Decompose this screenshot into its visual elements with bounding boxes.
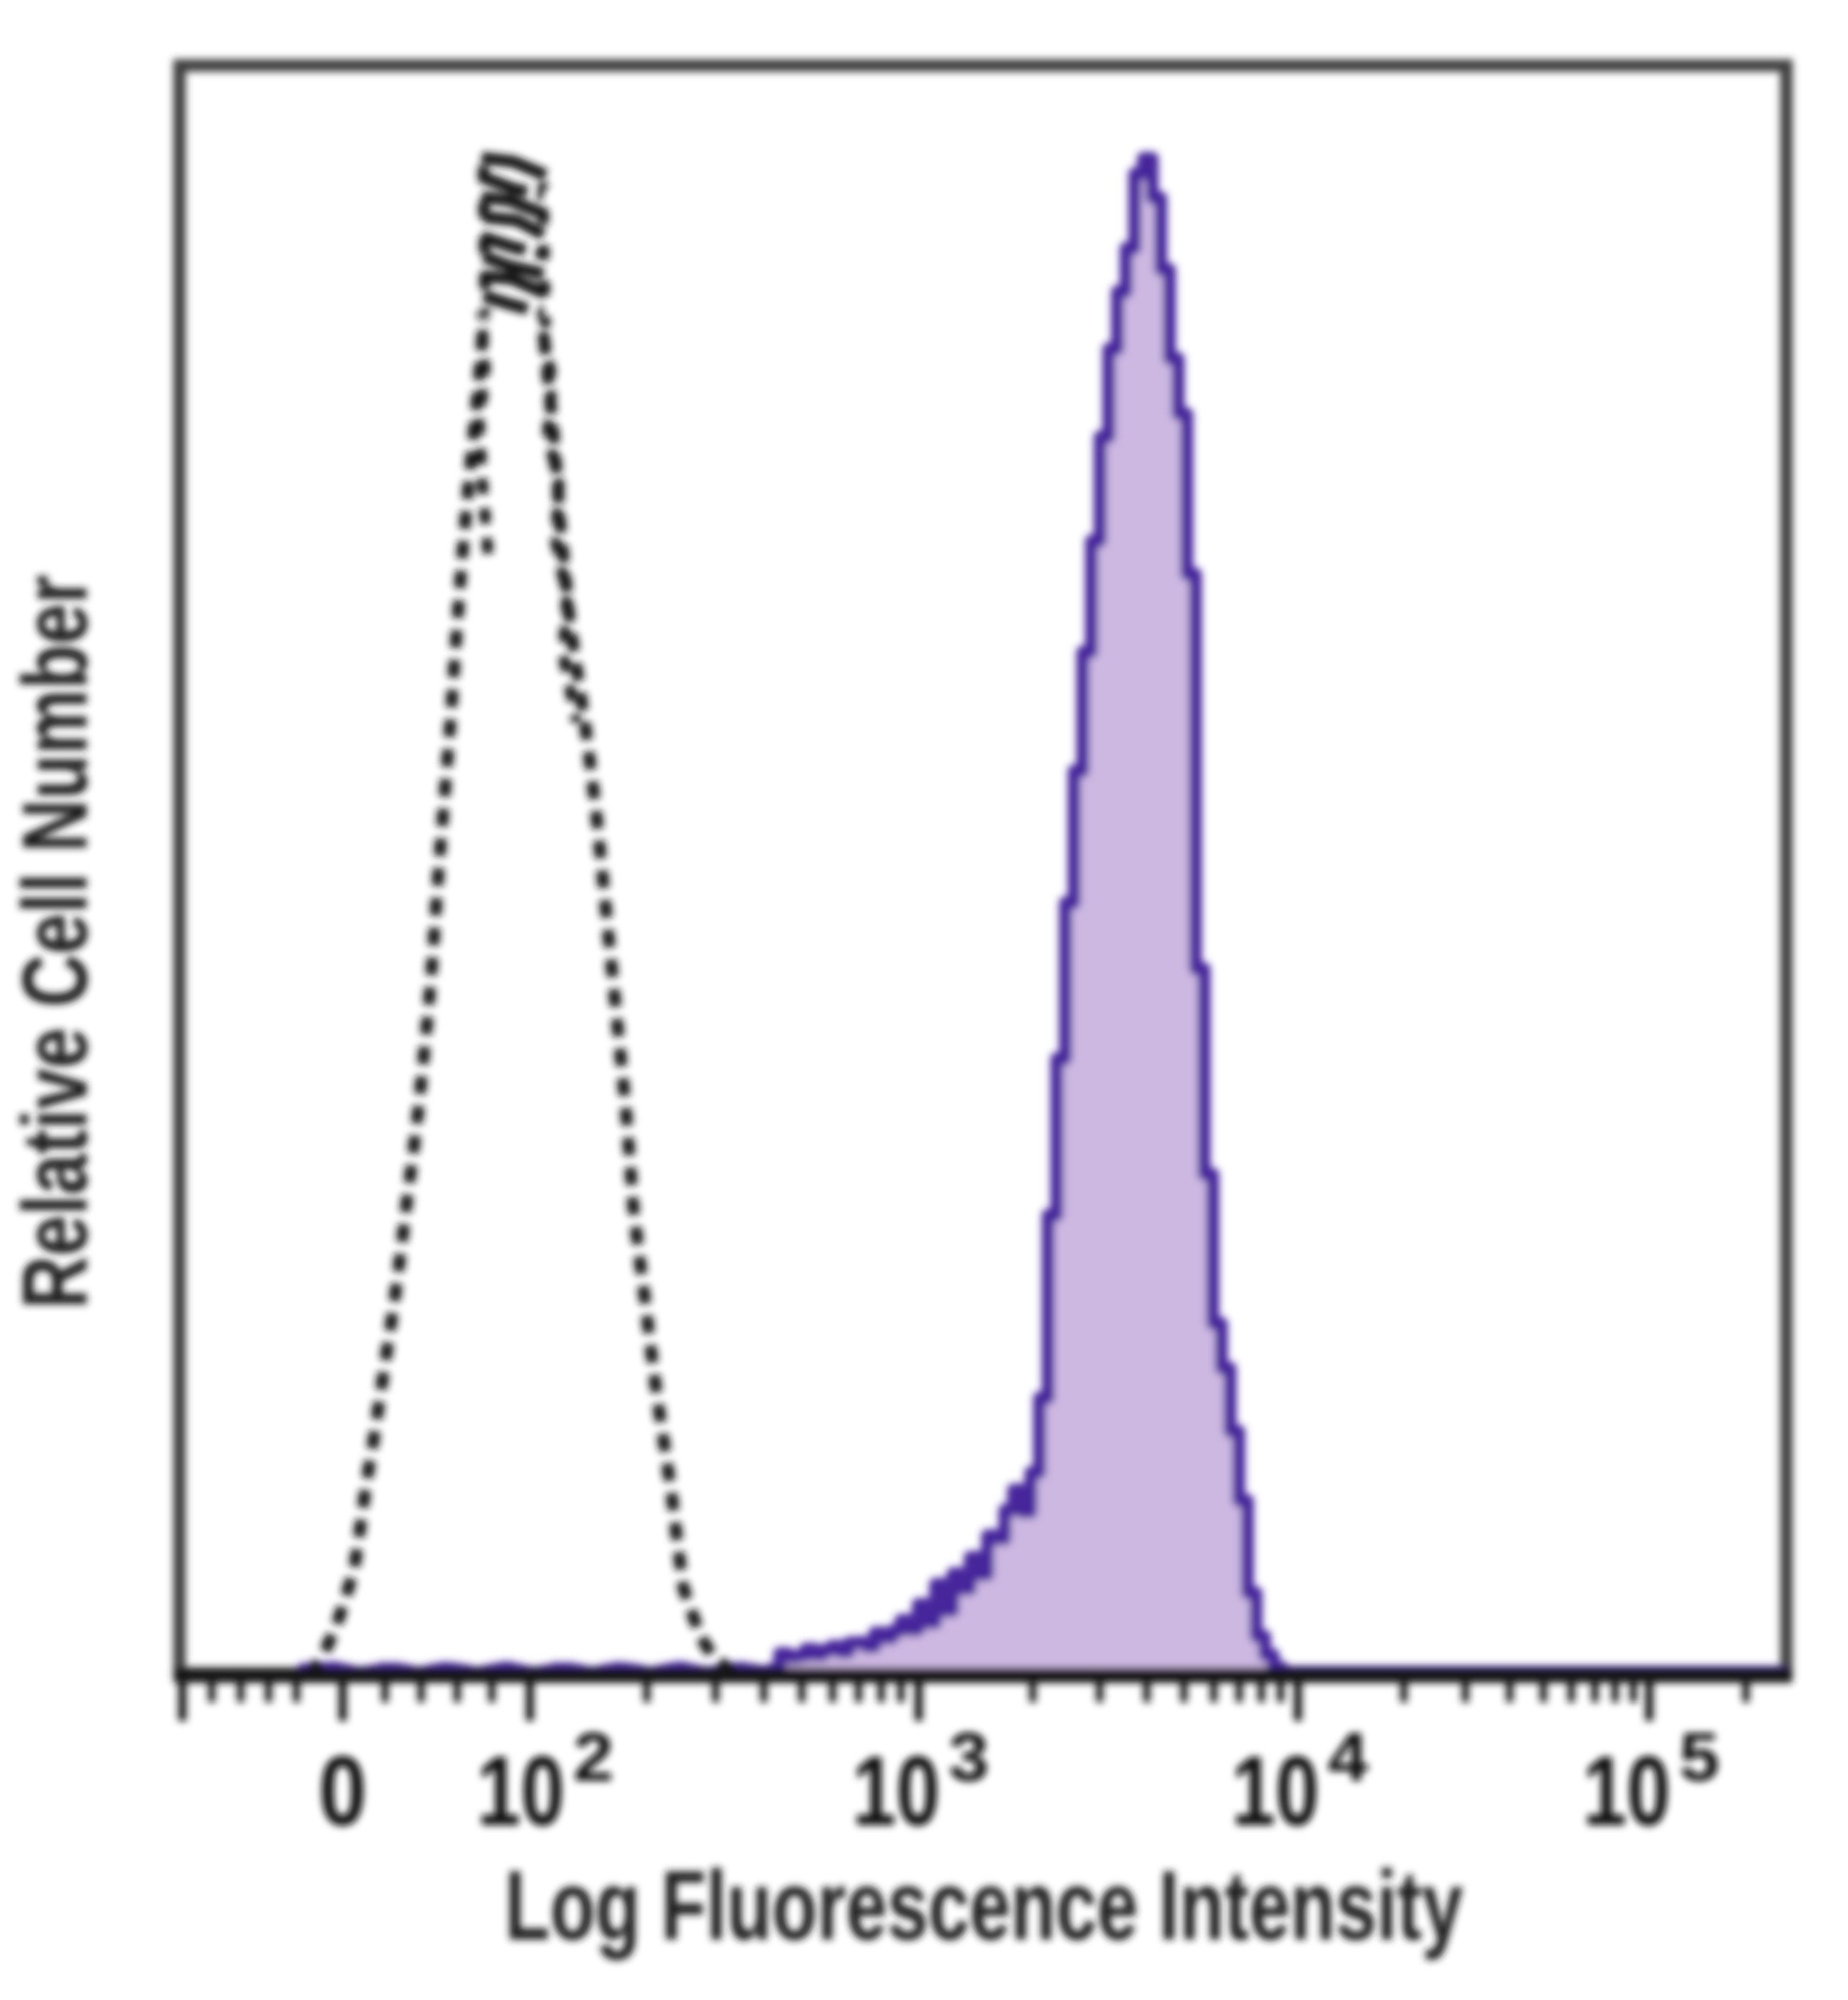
svg-text:10: 10 [477, 1736, 565, 1846]
svg-text:10: 10 [852, 1736, 940, 1846]
svg-text:Log Fluorescence Intensity: Log Fluorescence Intensity [505, 1850, 1463, 1961]
svg-text:3: 3 [949, 1719, 989, 1795]
svg-text:5: 5 [1679, 1719, 1720, 1795]
svg-text:10: 10 [1583, 1736, 1670, 1846]
svg-text:10: 10 [1232, 1736, 1319, 1846]
svg-text:0: 0 [319, 1736, 367, 1846]
svg-text:4: 4 [1328, 1719, 1368, 1795]
svg-text:2: 2 [573, 1719, 614, 1795]
svg-text:Relative Cell Number: Relative Cell Number [3, 575, 106, 1309]
